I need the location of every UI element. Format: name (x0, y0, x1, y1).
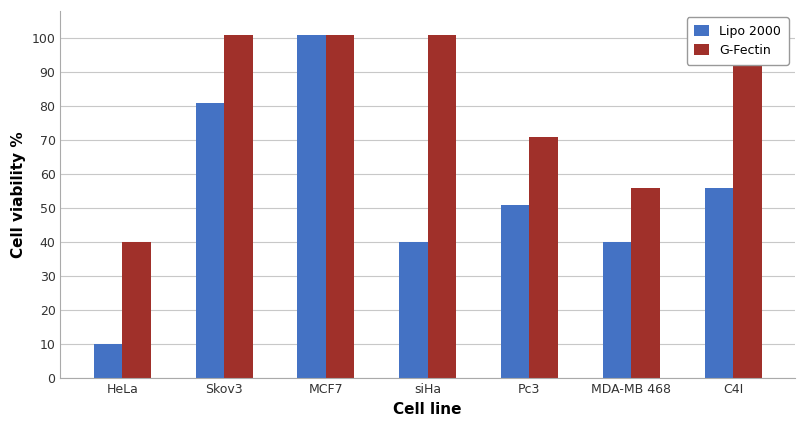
Bar (530, 137, 558, 378)
Bar (399, 242, 428, 378)
Bar (196, 103, 224, 378)
Legend: Lipo 2000, G-Fectin: Lipo 2000, G-Fectin (687, 18, 788, 65)
Bar (93, 345, 123, 378)
Bar (733, 62, 762, 378)
X-axis label: Cell line: Cell line (393, 402, 462, 417)
Bar (428, 35, 456, 378)
Bar (704, 188, 733, 378)
Bar (501, 205, 530, 378)
Bar (326, 35, 355, 378)
Bar (297, 35, 326, 378)
Bar (224, 35, 252, 378)
Y-axis label: Cell viability %: Cell viability % (11, 131, 26, 258)
Bar (631, 188, 660, 378)
Bar (603, 242, 631, 378)
Bar (123, 242, 151, 378)
